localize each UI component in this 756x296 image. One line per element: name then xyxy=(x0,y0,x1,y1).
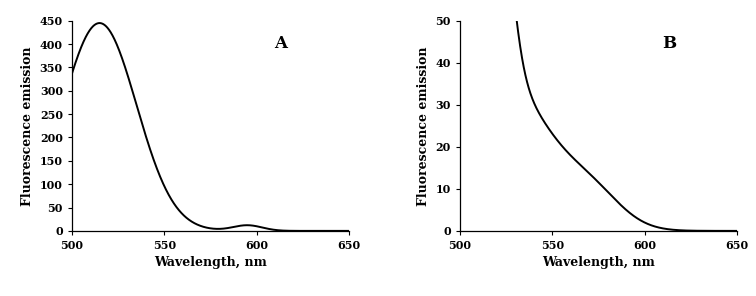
Text: B: B xyxy=(662,36,677,52)
X-axis label: Wavelength, nm: Wavelength, nm xyxy=(542,256,655,269)
Y-axis label: Fluorescence emission: Fluorescence emission xyxy=(21,46,34,205)
Text: A: A xyxy=(274,36,287,52)
Y-axis label: Fluorescence emission: Fluorescence emission xyxy=(417,46,430,205)
X-axis label: Wavelength, nm: Wavelength, nm xyxy=(154,256,267,269)
